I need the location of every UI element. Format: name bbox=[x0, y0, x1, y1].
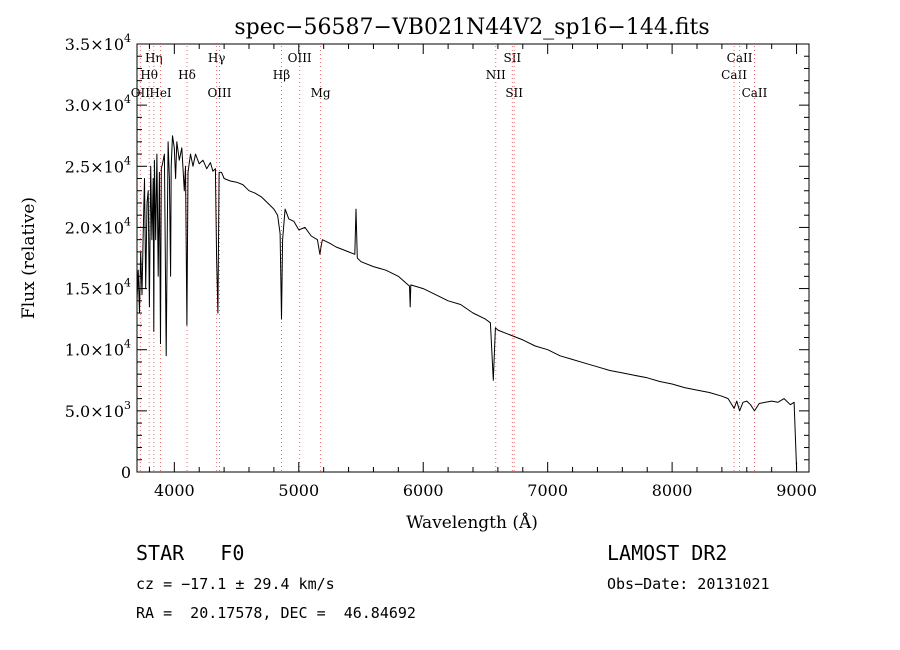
x-tick-label-9000: 9000 bbox=[776, 481, 817, 500]
y-tick-label-35000: 3.5×104 bbox=[65, 32, 131, 54]
axes-frame bbox=[136, 43, 810, 473]
y-tick-label-5000: 5.0×103 bbox=[65, 399, 131, 421]
redshift-velocity: cz = −17.1 ± 29.4 km/s bbox=[136, 575, 335, 593]
line-label-7: Hβ bbox=[273, 68, 290, 82]
x-tick-label-5000: 5000 bbox=[278, 481, 319, 500]
line-label-1: Hθ bbox=[140, 68, 158, 82]
x-tick-label-4000: 4000 bbox=[154, 481, 195, 500]
line-label-12: SII bbox=[505, 86, 523, 100]
line-label-10: NII bbox=[486, 68, 506, 82]
line-label-5: Hγ bbox=[208, 51, 226, 65]
object-class: STAR F0 bbox=[136, 541, 244, 565]
survey-name: LAMOST DR2 bbox=[607, 541, 728, 565]
spectrum-line bbox=[136, 135, 798, 470]
sky-coordinates: RA = 20.17578, DEC = 46.84692 bbox=[136, 604, 416, 622]
y-tick-label-25000: 2.5×104 bbox=[65, 154, 131, 176]
line-label-2: Hη bbox=[145, 51, 163, 65]
class-type: STAR bbox=[136, 541, 185, 565]
line-label-11: SII bbox=[503, 51, 521, 65]
x-tick-label-8000: 8000 bbox=[652, 481, 693, 500]
y-tick-label-30000: 3.0×104 bbox=[65, 93, 131, 115]
chart-title: spec−56587−VB021N44V2_sp16−144.fits bbox=[234, 15, 709, 40]
line-label-4: Hδ bbox=[178, 68, 196, 82]
line-label-15: CaII bbox=[742, 86, 768, 100]
x-axis-label: Wavelength (Å) bbox=[406, 512, 538, 533]
plot-area: OIIHθHηHeIHδHγOIIIHβOIIIMgNIISIISIICaIIC… bbox=[65, 32, 817, 500]
y-tick-label-0: 0 bbox=[121, 463, 131, 482]
x-tick-label-6000: 6000 bbox=[403, 481, 444, 500]
observation-date: Obs−Date: 20131021 bbox=[607, 575, 770, 593]
line-label-3: HeI bbox=[149, 86, 172, 100]
y-tick-label-15000: 1.5×104 bbox=[65, 277, 131, 299]
y-axis-label: Flux (relative) bbox=[19, 197, 39, 319]
line-label-13: CaII bbox=[721, 68, 747, 82]
line-label-14: CaII bbox=[727, 51, 753, 65]
line-label-8: OIII bbox=[288, 51, 312, 65]
x-tick-label-7000: 7000 bbox=[527, 481, 568, 500]
subclass: F0 bbox=[220, 541, 245, 565]
line-label-6: OIII bbox=[207, 86, 231, 100]
y-tick-label-20000: 2.0×104 bbox=[65, 215, 131, 237]
y-tick-label-10000: 1.0×104 bbox=[65, 338, 131, 360]
line-label-9: Mg bbox=[311, 86, 331, 100]
